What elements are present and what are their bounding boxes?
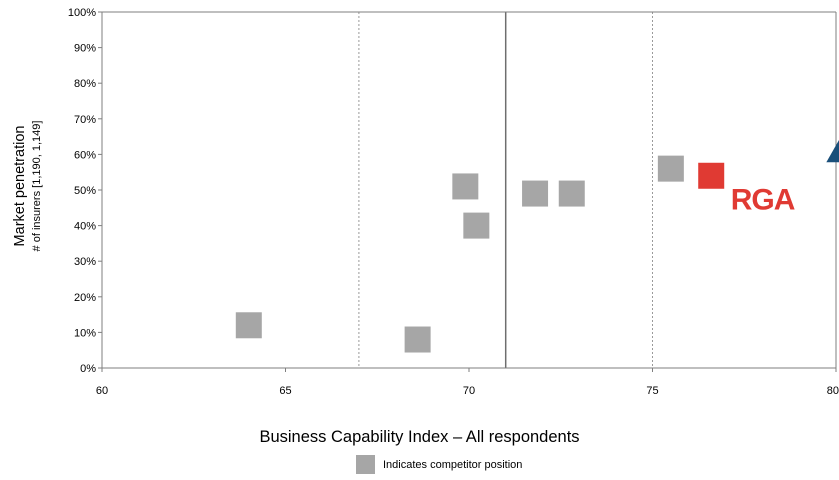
reference-lines (358, 12, 653, 368)
y-tick-label: 60% (74, 149, 96, 161)
x-tick-label: 60 (96, 385, 108, 397)
y-axis-sublabel: # of insurers [1,190, 1,149] (31, 121, 43, 252)
competitor-point (657, 155, 684, 182)
rga-logo-text: RGA (731, 184, 795, 217)
competitor-point (558, 180, 585, 207)
annotations: RGA (731, 184, 796, 217)
legend-swatch (356, 455, 375, 474)
x-axis-title: Business Capability Index – All responde… (259, 428, 580, 446)
tick-labels: 0% 10% 20% 30% 40% 50% 60% 70% 80% 90% 100% 60 65 70 7… (68, 7, 839, 397)
y-tick-label: 100% (68, 7, 96, 19)
y-axis-title: Market penetration # of insurers [1,190,… (12, 121, 43, 252)
x-tick-label: 65 (279, 385, 291, 397)
triangle-point (826, 139, 839, 163)
x-tick-label: 75 (646, 385, 658, 397)
axes (98, 11, 837, 372)
x-tick-label: 70 (463, 385, 475, 397)
y-tick-label: 10% (74, 327, 96, 339)
competitor-point (463, 212, 490, 239)
competitor-point (522, 180, 549, 207)
y-tick-label: 90% (74, 43, 96, 55)
y-tick-label: 0% (80, 363, 96, 375)
competitor-point (235, 312, 262, 339)
data-points (235, 139, 839, 353)
legend: Indicates competitor position (356, 455, 522, 474)
legend-label: Indicates competitor position (383, 458, 523, 471)
y-axis-label: Market penetration (12, 126, 28, 247)
competitor-point (404, 326, 431, 353)
y-tick-label: 40% (74, 221, 96, 233)
competitor-point (452, 173, 479, 200)
y-tick-label: 80% (74, 78, 96, 90)
y-tick-label: 70% (74, 114, 96, 126)
x-tick-label: 80 (827, 385, 839, 397)
y-tick-label: 30% (74, 256, 96, 268)
y-tick-label: 20% (74, 292, 96, 304)
highlight-point (698, 162, 725, 189)
y-tick-label: 50% (74, 185, 96, 197)
